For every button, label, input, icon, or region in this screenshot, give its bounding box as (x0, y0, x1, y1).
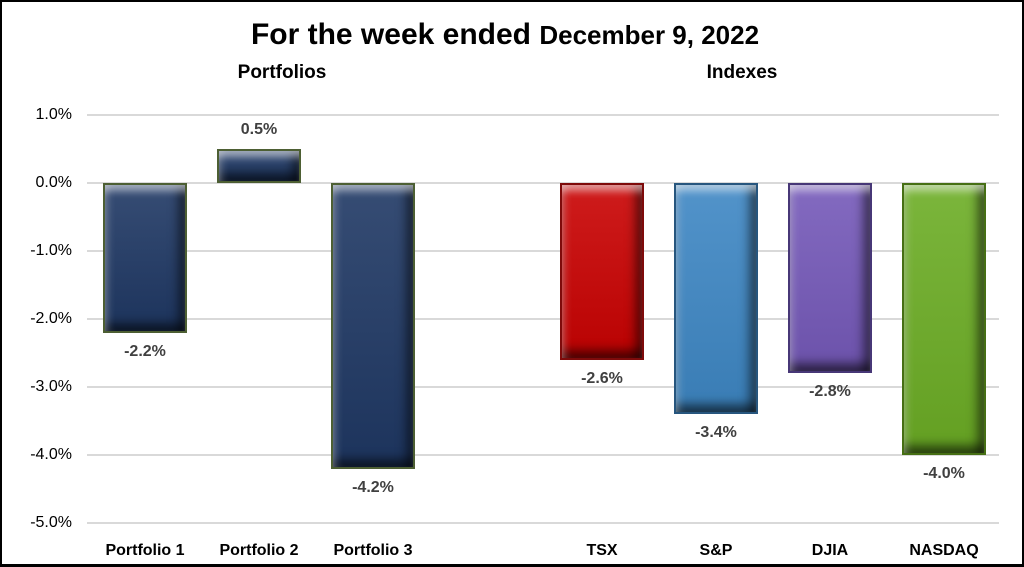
x-axis-label: Portfolio 3 (333, 542, 413, 559)
value-label: 0.5% (240, 121, 278, 138)
value-label: -3.4% (695, 424, 737, 441)
y-gridline (87, 386, 999, 388)
value-label: -4.2% (352, 479, 394, 496)
y-axis-label: -1.0% (30, 242, 72, 259)
group-label-portfolios: Portfolios (237, 62, 327, 83)
y-axis-label: -2.0% (30, 310, 72, 327)
value-label: -2.6% (581, 370, 623, 387)
y-gridline (87, 522, 999, 524)
y-axis-label: -4.0% (30, 446, 72, 463)
value-label: -4.0% (923, 465, 965, 482)
y-axis-label: 1.0% (35, 106, 72, 123)
y-gridline (87, 318, 999, 320)
x-axis-label: DJIA (811, 542, 849, 559)
value-label: -2.2% (124, 343, 166, 360)
bar-portfolio-1 (103, 183, 187, 333)
value-label: -2.8% (809, 383, 851, 400)
x-axis-label: NASDAQ (909, 542, 979, 559)
y-gridline (87, 250, 999, 252)
bar-portfolio-2 (217, 149, 301, 183)
x-axis-label: S&P (699, 542, 733, 559)
y-axis-label: 0.0% (35, 174, 72, 191)
x-axis-label: Portfolio 2 (219, 542, 299, 559)
y-gridline (87, 182, 999, 184)
x-axis-label: TSX (586, 542, 618, 559)
chart-title: For the week ended December 9, 2022 (2, 18, 1008, 52)
y-axis-label: -3.0% (30, 378, 72, 395)
y-gridline (87, 114, 999, 116)
chart-title-date: December 9, 2022 (539, 20, 760, 50)
y-axis-label: -5.0% (30, 514, 72, 531)
group-label-indexes: Indexes (706, 62, 778, 83)
bar-s-p (674, 183, 758, 414)
bar-nasdaq (902, 183, 986, 455)
bar-djia (788, 183, 872, 373)
x-axis-label: Portfolio 1 (105, 542, 185, 559)
chart-title-main: For the week ended (250, 18, 540, 51)
y-gridline (87, 454, 999, 456)
bar-tsx (560, 183, 644, 360)
bar-portfolio-3 (331, 183, 415, 469)
